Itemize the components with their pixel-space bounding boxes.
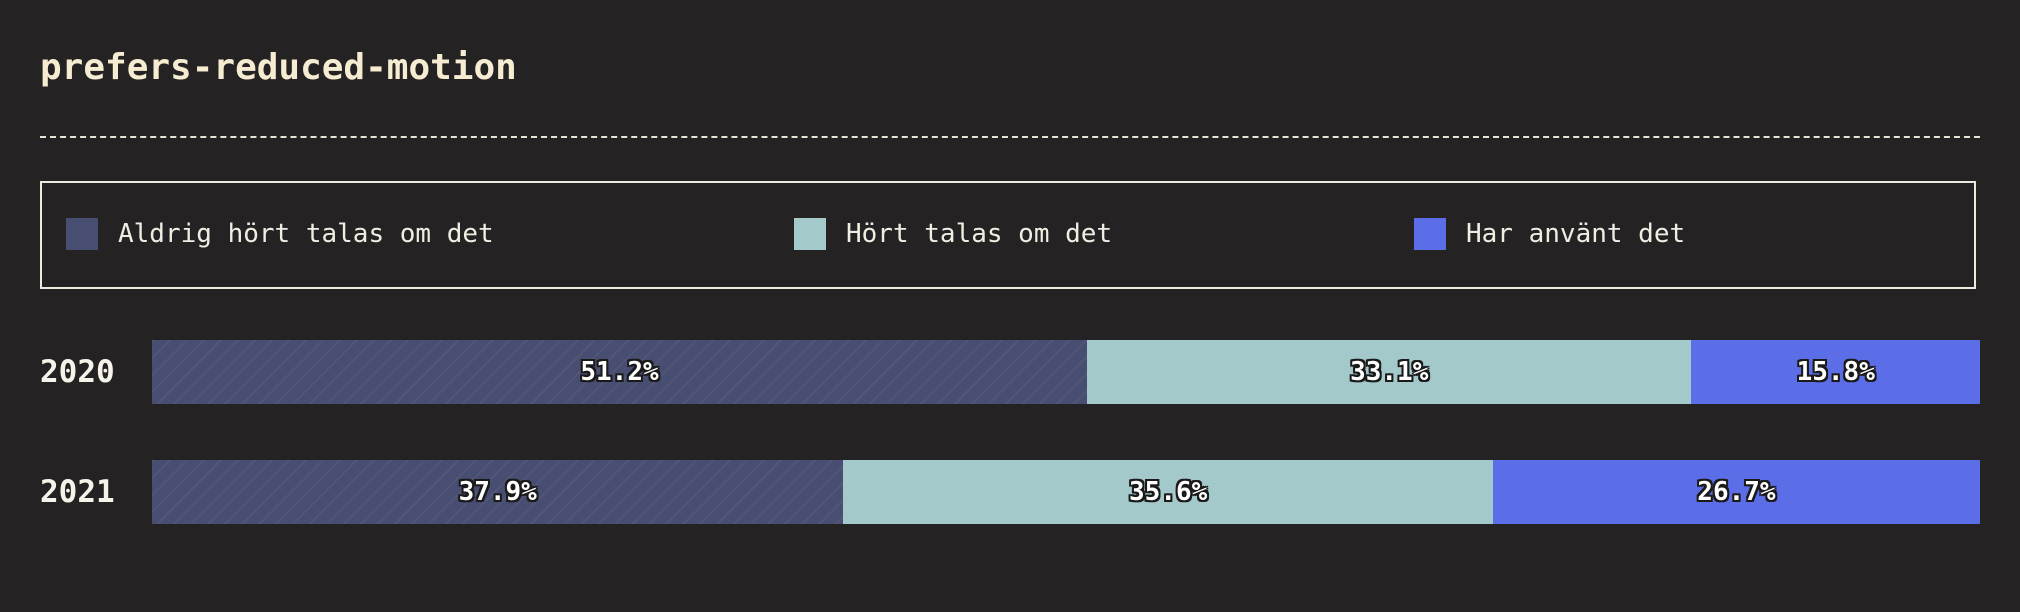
legend-label: Aldrig hört talas om det xyxy=(118,219,494,249)
legend-item-never-heard[interactable]: Aldrig hört talas om det xyxy=(66,218,494,250)
legend-label: Har använt det xyxy=(1466,219,1686,249)
bar-segment-heard-of[interactable]: 33.1% xyxy=(1087,340,1692,404)
legend: Aldrig hört talas om det Hört talas om d… xyxy=(40,181,1976,289)
data-label: 26.7% xyxy=(1697,477,1776,507)
bar-segment-used-it[interactable]: 26.7% xyxy=(1492,460,1980,524)
legend-label: Hört talas om det xyxy=(846,219,1113,249)
legend-swatch xyxy=(794,218,826,250)
bar-segment-used-it[interactable]: 15.8% xyxy=(1691,340,1980,404)
chart-title: prefers-reduced-motion xyxy=(40,47,517,88)
data-label: 15.8% xyxy=(1796,357,1875,387)
data-label: 51.2% xyxy=(580,357,659,387)
row-label: 2021 xyxy=(40,474,115,510)
data-label: 33.1% xyxy=(1350,357,1429,387)
bar-row-2021: 2021 37.9% 35.6% 26.7% xyxy=(40,460,1980,524)
row-label: 2020 xyxy=(40,354,115,390)
stacked-bar: 37.9% 35.6% 26.7% xyxy=(152,460,1980,524)
bar-segment-never-heard[interactable]: 51.2% xyxy=(152,340,1087,404)
data-label: 37.9% xyxy=(458,477,537,507)
title-divider xyxy=(40,136,1980,138)
stacked-bar: 51.2% 33.1% 15.8% xyxy=(152,340,1980,404)
legend-swatch xyxy=(1414,218,1446,250)
data-label: 35.6% xyxy=(1129,477,1208,507)
bar-segment-heard-of[interactable]: 35.6% xyxy=(843,460,1493,524)
bar-segment-never-heard[interactable]: 37.9% xyxy=(152,460,844,524)
bar-row-2020: 2020 51.2% 33.1% 15.8% xyxy=(40,340,1980,404)
legend-swatch xyxy=(66,218,98,250)
legend-item-used-it[interactable]: Har använt det xyxy=(1414,218,1685,250)
legend-item-heard-of[interactable]: Hört talas om det xyxy=(794,218,1112,250)
